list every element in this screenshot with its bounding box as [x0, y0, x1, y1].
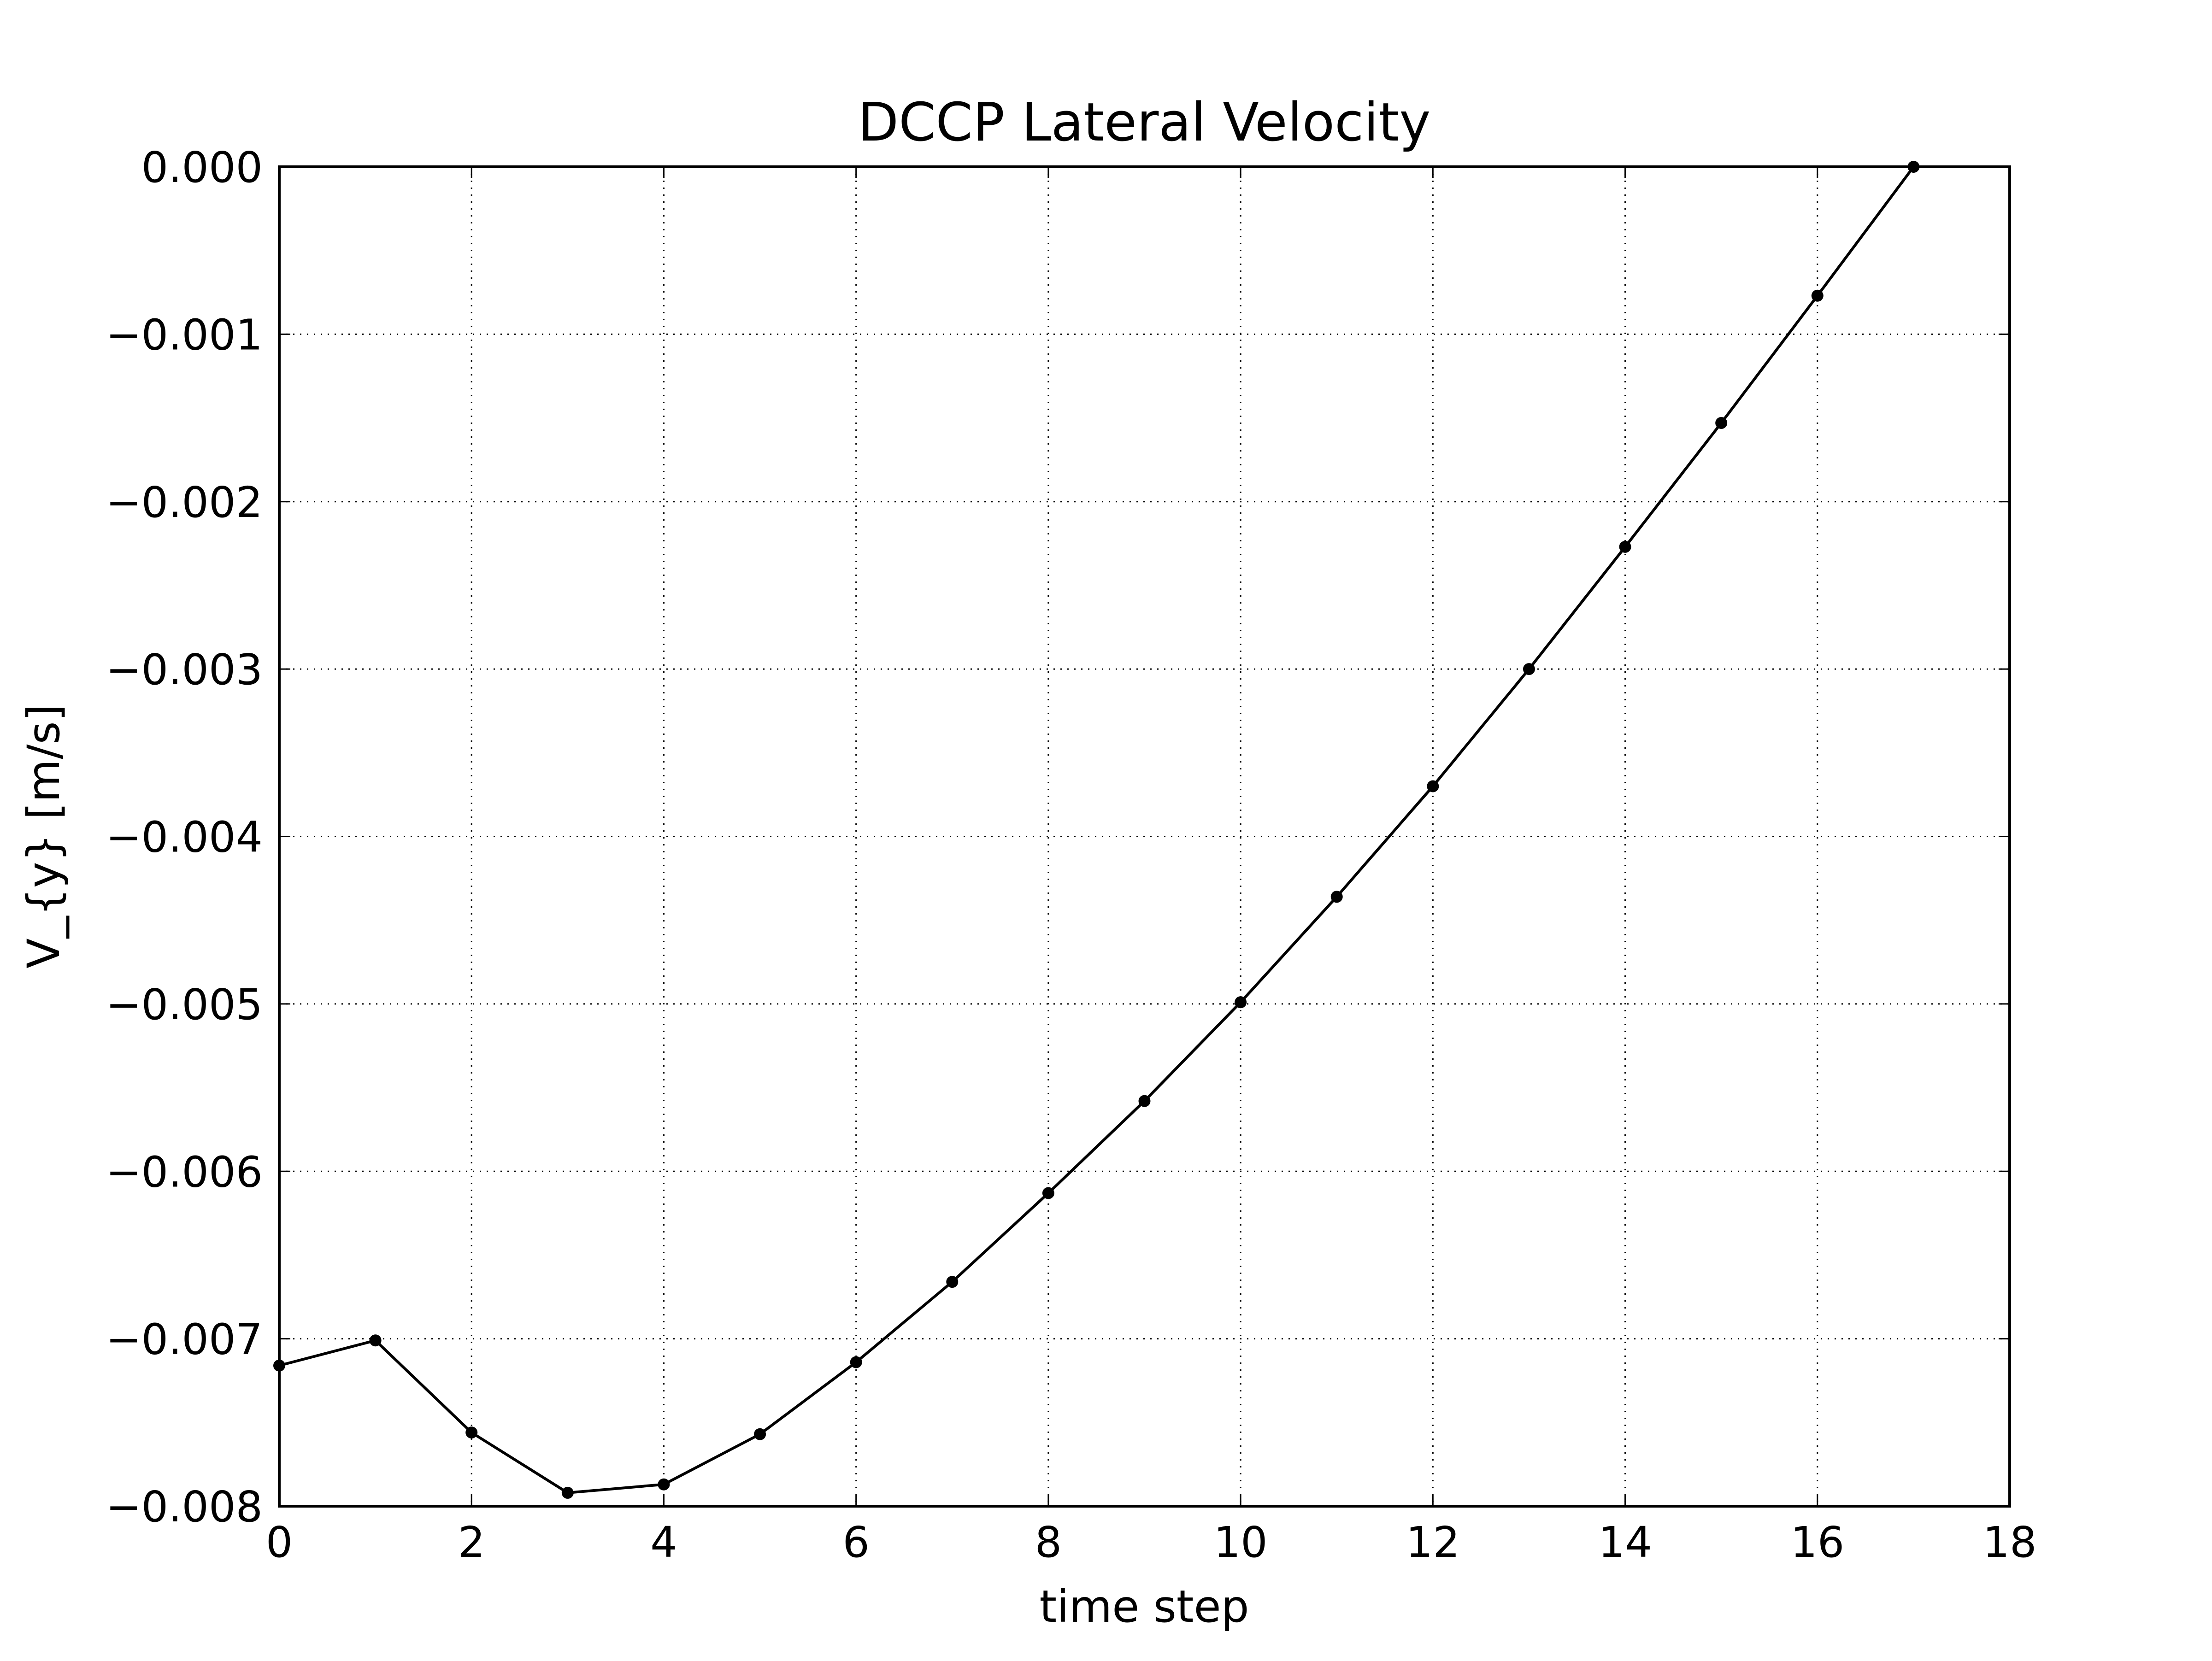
x-tick-label: 2 [458, 1518, 485, 1567]
y-tick-label: −0.002 [106, 478, 263, 527]
x-tick-label: 18 [1983, 1518, 2036, 1567]
data-point [465, 1426, 478, 1439]
y-tick-label: −0.001 [106, 310, 263, 359]
y-tick-label: −0.005 [106, 980, 263, 1029]
data-point [561, 1486, 574, 1499]
y-tick-label: 0.000 [141, 143, 263, 192]
y-axis-label: V_{y} [m/s] [18, 704, 70, 968]
x-tick-label: 16 [1790, 1518, 1844, 1567]
data-point [1138, 1095, 1151, 1107]
data-point [1811, 289, 1824, 302]
x-tick-label: 14 [1598, 1518, 1652, 1567]
x-tick-label: 10 [1214, 1518, 1268, 1567]
data-point [658, 1478, 670, 1491]
data-point [754, 1428, 766, 1440]
data-point [1042, 1187, 1054, 1199]
data-point [1330, 891, 1343, 903]
y-tick-label: −0.007 [106, 1315, 263, 1364]
axis-ticks: 0 2 4 6 8 10 12 14 16 18 0.000 −0.001 −0.002 −0.003 −0… [106, 143, 2037, 1567]
x-tick-label: 8 [1035, 1518, 1062, 1567]
data-point [1715, 417, 1728, 429]
data-series [273, 161, 1920, 1499]
x-tick-label: 12 [1406, 1518, 1460, 1567]
x-axis-label: time step [1039, 1581, 1249, 1632]
data-point [1427, 780, 1439, 792]
chart-title: DCCP Lateral Velocity [858, 92, 1431, 153]
x-tick-label: 6 [842, 1518, 870, 1567]
data-point [946, 1276, 959, 1288]
x-tick-label: 0 [266, 1518, 293, 1567]
data-point [1235, 996, 1247, 1009]
data-point [1523, 663, 1535, 675]
y-tick-label: −0.008 [106, 1482, 263, 1532]
y-tick-label: −0.006 [106, 1147, 263, 1197]
data-point [369, 1334, 382, 1347]
y-tick-label: −0.003 [106, 645, 263, 694]
y-tick-label: −0.004 [106, 813, 263, 862]
x-tick-label: 4 [650, 1518, 677, 1567]
series-line [279, 166, 1915, 1494]
data-point [1619, 540, 1631, 553]
data-point [850, 1356, 862, 1368]
